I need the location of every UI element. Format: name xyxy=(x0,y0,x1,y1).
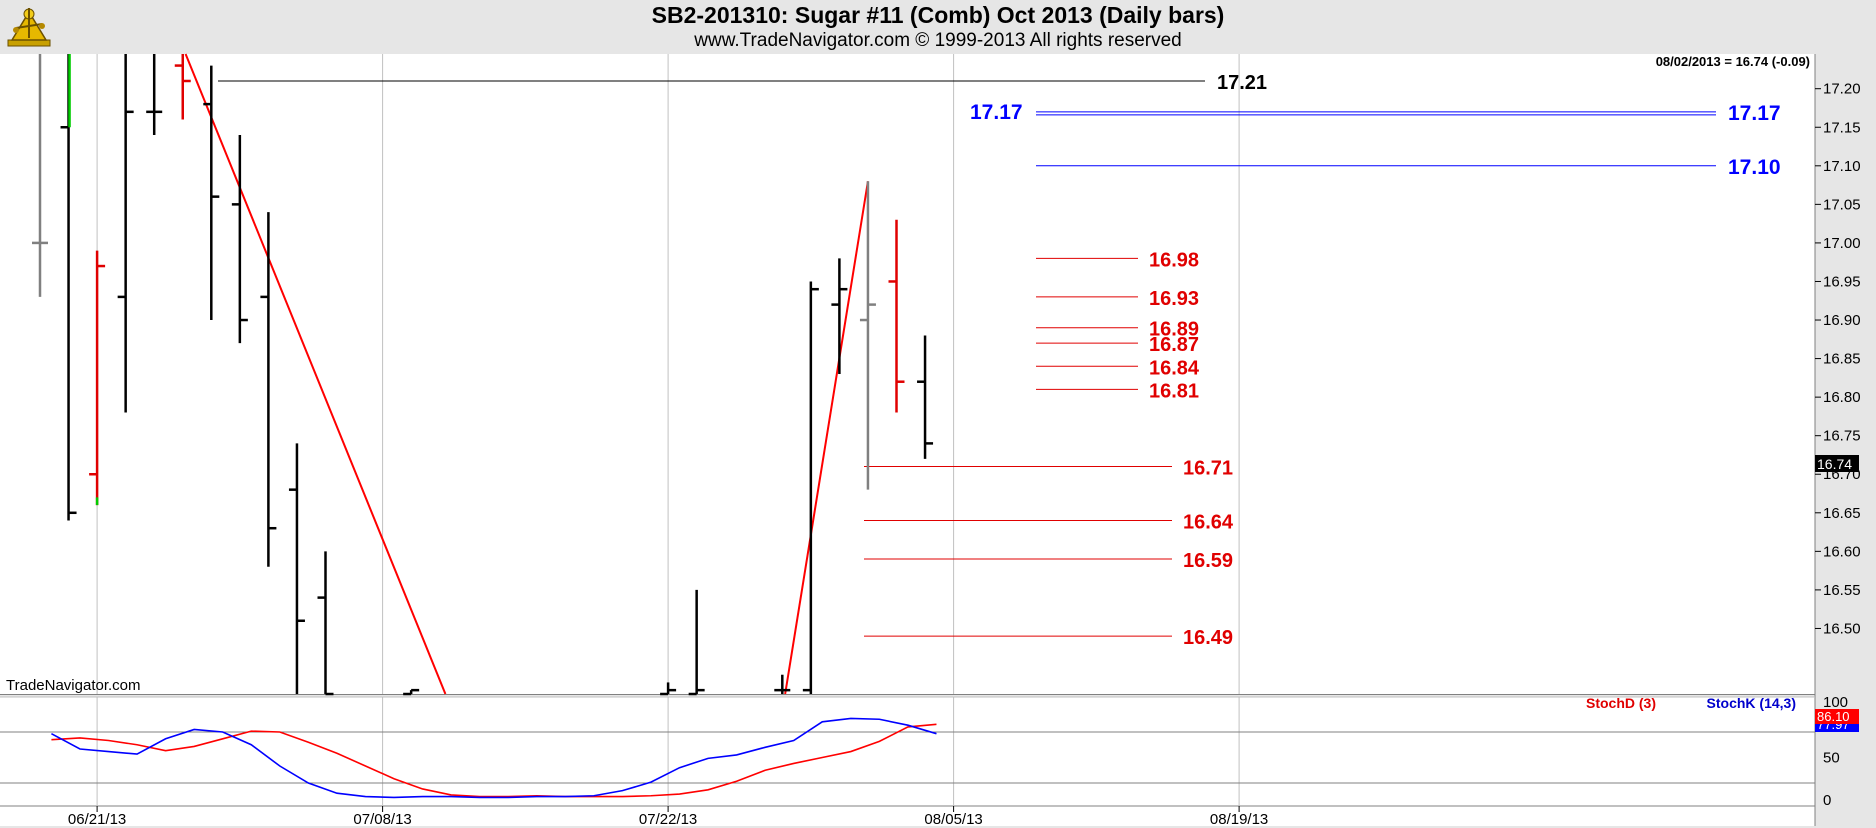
price-tick-label: 17.10 xyxy=(1823,158,1861,175)
trendlines xyxy=(184,53,869,695)
price-panel xyxy=(0,54,1815,694)
ohlc-bar xyxy=(288,443,305,694)
stochastic-lines xyxy=(51,717,937,799)
ohlc-bar xyxy=(317,551,334,696)
level-label-blue-left: 17.17 xyxy=(970,101,1023,124)
ohlc-bar xyxy=(802,281,819,694)
last-price-tag: 16.74 xyxy=(1817,456,1852,472)
date-tick-label: 08/05/13 xyxy=(924,811,982,828)
ohlc-bar xyxy=(660,682,677,696)
ohlc-bar xyxy=(774,674,791,694)
date-tick-label: 07/22/13 xyxy=(639,811,697,828)
level-label-red: 16.81 xyxy=(1149,380,1199,402)
ohlc-bar xyxy=(32,54,48,297)
price-tick-label: 17.05 xyxy=(1823,196,1861,213)
price-tick-label: 17.20 xyxy=(1823,81,1861,98)
ohlc-bar xyxy=(831,258,848,374)
level-label-red: 16.98 xyxy=(1149,249,1199,271)
legend-stochk: StochK (14,3) xyxy=(1707,695,1796,711)
last-price-tag-box xyxy=(1815,455,1859,472)
stoch-axis-ticks: 100 50 0 xyxy=(0,694,1848,809)
ohlc-bar xyxy=(688,589,705,696)
date-axis-ticks: 06/21/13 07/08/13 07/22/13 08/05/13 08/19/13 xyxy=(68,806,1268,828)
price-tick-label: 16.60 xyxy=(1823,543,1861,560)
price-tick-label: 17.15 xyxy=(1823,119,1861,136)
level-label-red: 16.49 xyxy=(1183,627,1233,649)
chart-title: SB2-201310: Sugar #11 (Comb) Oct 2013 (D… xyxy=(651,2,1225,28)
level-label-red: 16.59 xyxy=(1183,550,1233,572)
price-tick-label: 16.95 xyxy=(1823,273,1861,290)
level-label-blue: 17.10 xyxy=(1728,156,1781,179)
date-tick-label: 08/19/13 xyxy=(1210,811,1268,828)
ohlc-bar xyxy=(146,54,163,135)
ohlc-bar xyxy=(89,250,106,506)
ohlc-bar xyxy=(260,212,277,567)
price-axis-panel xyxy=(1815,54,1876,828)
level-label-red: 16.64 xyxy=(1183,512,1234,534)
stoch-tick-label: 100 xyxy=(1823,694,1848,711)
trendline xyxy=(184,53,447,695)
ohlc-bar xyxy=(174,54,191,120)
stochastic-panel xyxy=(0,697,1815,826)
price-tick-label: 16.80 xyxy=(1823,389,1861,406)
stoch-d-tag-box xyxy=(1815,709,1859,724)
price-levels: 17.21 17.17 17.17 17.10 16.98 16.93 16.8916.87… xyxy=(218,72,1781,649)
price-axis-ticks: 17.20 17.15 17.10 17.05 17.00 16.95 16.90 16.85… xyxy=(1815,81,1861,637)
ohlc-bar xyxy=(888,219,905,413)
trade-navigator-logo-icon xyxy=(4,4,54,50)
stochk-line xyxy=(51,717,937,799)
ohlc-bar xyxy=(60,54,77,521)
ohlc-bar xyxy=(403,688,420,696)
level-label-red: 16.87 xyxy=(1149,334,1199,356)
ohlc-bar xyxy=(859,181,876,490)
date-tick-label: 06/21/13 xyxy=(68,811,126,828)
price-tick-label: 16.85 xyxy=(1823,351,1861,368)
price-tick-label: 16.90 xyxy=(1823,312,1861,329)
price-tick-label: 16.65 xyxy=(1823,505,1861,522)
price-tick-label: 17.00 xyxy=(1823,235,1861,252)
level-label-black: 17.21 xyxy=(1217,72,1267,94)
price-tick-label: 16.75 xyxy=(1823,428,1861,445)
ohlc-bar xyxy=(917,335,934,459)
level-label-red: 16.84 xyxy=(1149,357,1200,379)
chart-subtitle: www.TradeNavigator.com © 1999-2013 All r… xyxy=(694,30,1182,51)
ohlc-bar xyxy=(203,65,220,321)
level-label-red: 16.89 xyxy=(1149,319,1199,341)
watermark-label: TradeNavigator.com xyxy=(6,677,141,694)
price-tick-label: 16.50 xyxy=(1823,620,1861,637)
ohlc-bar xyxy=(231,134,248,344)
stoch-tick-label: 0 xyxy=(1823,792,1831,809)
trendline xyxy=(784,181,869,695)
price-tick-label: 16.55 xyxy=(1823,582,1861,599)
legend-stochd: StochD (3) xyxy=(1586,695,1656,711)
ohlc-bar xyxy=(117,54,134,413)
last-quote-label: 08/02/2013 = 16.74 (-0.09) xyxy=(1656,54,1810,69)
stoch-d-tag: 86.10 xyxy=(1817,709,1850,724)
ohlc-bars xyxy=(32,54,934,696)
level-label-blue: 17.17 xyxy=(1728,102,1781,125)
level-label-red: 16.93 xyxy=(1149,288,1199,310)
stoch-tick-label: 50 xyxy=(1823,750,1840,767)
date-tick-label: 07/08/13 xyxy=(353,811,411,828)
level-label-red: 16.71 xyxy=(1183,458,1233,480)
stochd-line xyxy=(51,723,937,798)
